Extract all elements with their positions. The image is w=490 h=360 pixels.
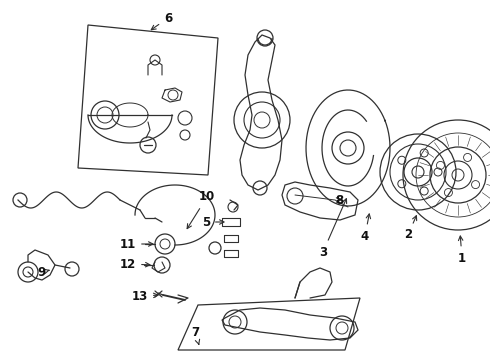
Text: 5: 5 — [202, 216, 224, 229]
Text: 11: 11 — [120, 238, 153, 251]
Text: 1: 1 — [458, 236, 466, 265]
Text: 3: 3 — [319, 199, 346, 258]
Text: 9: 9 — [38, 266, 49, 279]
Text: 6: 6 — [151, 12, 172, 30]
Text: 13: 13 — [132, 289, 158, 302]
Text: 7: 7 — [191, 325, 199, 345]
Text: 2: 2 — [404, 216, 416, 242]
Text: 8: 8 — [335, 194, 343, 207]
Text: 12: 12 — [120, 257, 150, 270]
Text: 4: 4 — [361, 214, 370, 243]
Text: 10: 10 — [187, 190, 215, 229]
